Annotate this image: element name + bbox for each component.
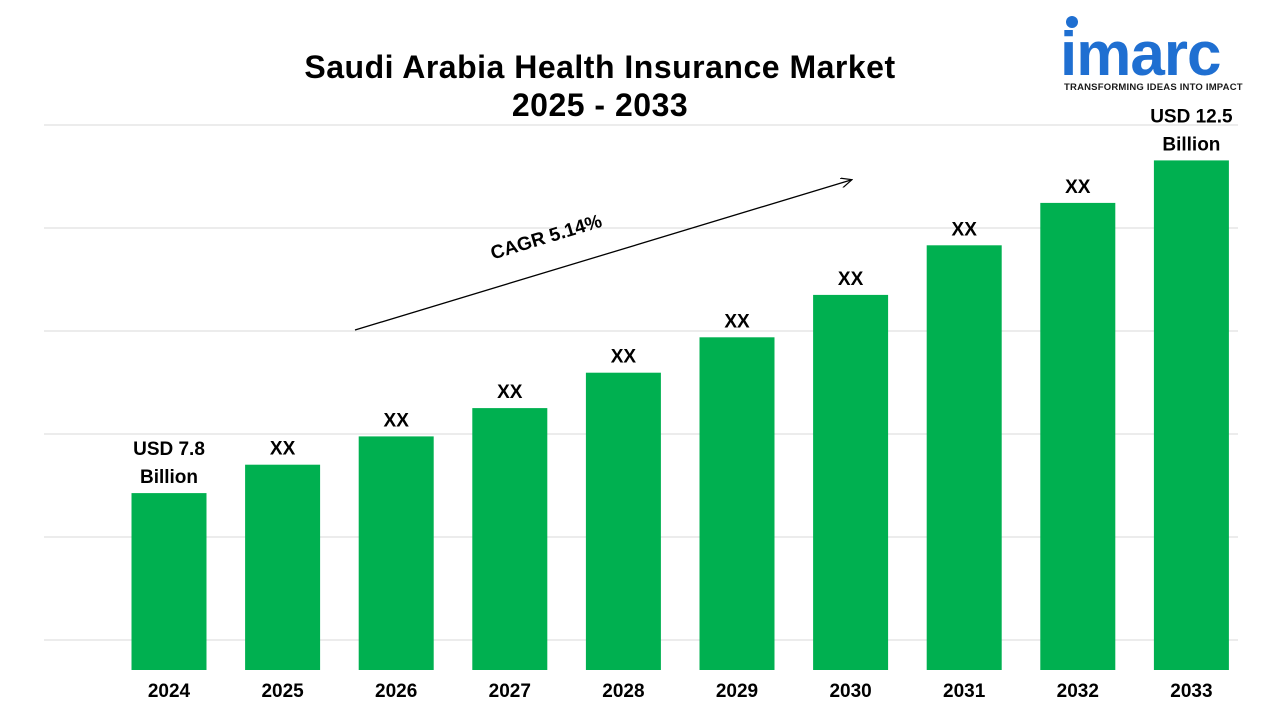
bar-2027	[472, 408, 548, 670]
bar-2030	[813, 294, 889, 670]
x-tick-label-2027: 2027	[489, 681, 531, 702]
data-label-2033-line-2: Billion	[1162, 134, 1220, 155]
logo-wordmark: imarc	[1060, 20, 1221, 89]
bar-2031	[926, 245, 1002, 671]
data-label-2030: XX	[838, 269, 864, 290]
data-label-2032: XX	[1065, 177, 1091, 198]
data-label-2033-line-1: USD 12.5	[1150, 106, 1233, 127]
x-tick-label-2024: 2024	[148, 681, 191, 702]
x-tick-label-2033: 2033	[1170, 681, 1212, 702]
bar-2026	[358, 436, 434, 670]
x-tick-label-2030: 2030	[829, 681, 871, 702]
bar-2024	[131, 493, 207, 670]
data-label-2028: XX	[611, 347, 637, 368]
x-tick-label-2029: 2029	[716, 681, 758, 702]
bar-2025	[245, 464, 321, 670]
x-tick-label-2031: 2031	[943, 681, 986, 702]
cagr-label: CAGR 5.14%	[488, 211, 604, 264]
logo-tagline: TRANSFORMING IDEAS INTO IMPACT	[1064, 82, 1243, 93]
data-label-2031: XX	[952, 219, 978, 240]
logo-dot-icon	[1066, 16, 1078, 28]
chart-title: Saudi Arabia Health Insurance Market 202…	[200, 48, 1000, 124]
bar-2029	[699, 337, 775, 670]
imarc-logo: imarc TRANSFORMING IDEAS INTO IMPACT	[1058, 14, 1248, 94]
x-tick-label-2032: 2032	[1057, 681, 1099, 702]
data-label-2029: XX	[724, 311, 750, 332]
data-label-2024-line-1: USD 7.8	[133, 439, 205, 460]
cagr-arrow	[354, 180, 851, 331]
bar-2033	[1153, 160, 1229, 670]
data-label-2025: XX	[270, 439, 296, 460]
data-label-2027: XX	[497, 382, 523, 403]
bar-2028	[585, 372, 661, 670]
data-label-2024-line-2: Billion	[140, 467, 198, 488]
x-tick-label-2025: 2025	[261, 681, 304, 702]
chart-title-line-2: 2025 - 2033	[511, 87, 689, 123]
x-tick-label-2028: 2028	[602, 681, 644, 702]
data-label-2026: XX	[384, 410, 410, 431]
bar-2032	[1040, 202, 1116, 670]
x-tick-label-2026: 2026	[375, 681, 417, 702]
bars: USD 7.8 Billion 2024 XX 2025 XX 2026 XX 2027 XX 20…	[131, 106, 1233, 702]
chart-title-line-1: Saudi Arabia Health Insurance Market	[304, 49, 896, 85]
